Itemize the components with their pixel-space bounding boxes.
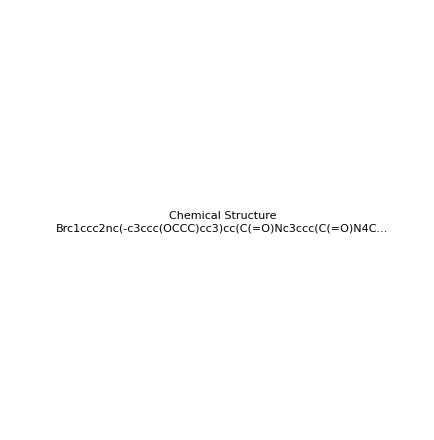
Text: Chemical Structure
Brc1ccc2nc(-c3ccc(OCCC)cc3)cc(C(=O)Nc3ccc(C(=O)N4C...: Chemical Structure Brc1ccc2nc(-c3ccc(OCC… [56, 211, 388, 233]
